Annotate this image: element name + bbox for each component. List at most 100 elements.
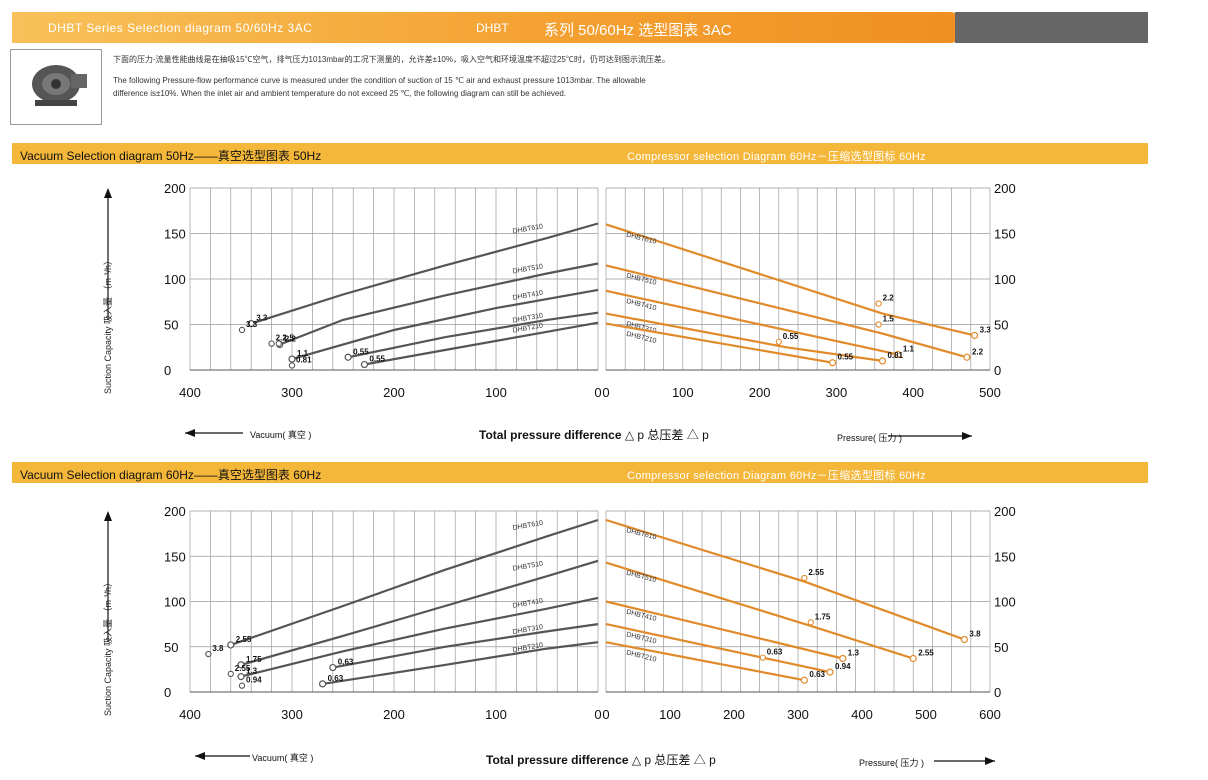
annotation-point bbox=[875, 300, 882, 307]
intro-en-1: The following Pressure-flow performance … bbox=[113, 76, 646, 85]
x-caption-60-en: Total pressure difference bbox=[486, 753, 629, 767]
y-tick-label: 0 bbox=[164, 363, 171, 378]
annotation-point bbox=[238, 326, 246, 334]
intro-cn: 下面的压力-流量性能曲线是在抽吸15℃空气，排气压力1013mbar的工况下测量… bbox=[113, 55, 670, 64]
vacuum-label-50: Vacuum( 真空 ) bbox=[250, 430, 312, 440]
annotation-label: 2.2 bbox=[883, 294, 895, 303]
y-tick-label: 150 bbox=[164, 549, 186, 564]
series-line-DHBT310 bbox=[347, 311, 599, 359]
series-point bbox=[237, 661, 245, 669]
series-end-label: 2.2 bbox=[285, 335, 297, 344]
x-tick-label: 500 bbox=[979, 385, 1001, 400]
series-line-DHBT310 bbox=[605, 623, 831, 674]
pressure-label-50: Pressure( 压力 ) bbox=[837, 433, 903, 443]
series-point bbox=[344, 353, 352, 361]
series-line-DHBT610 bbox=[230, 518, 599, 646]
annotation-label: 2.2 bbox=[276, 334, 288, 343]
series-name-label: DHBT510 bbox=[512, 263, 544, 275]
section-60hz-title: Vacuum Selection diagram 60Hz——真空选型图表 60… bbox=[20, 468, 322, 482]
annotation-label: 0.81 bbox=[296, 355, 312, 364]
section-50hz-compressor-title: Compressor selection Diagram 60Hz－压缩选型图标… bbox=[627, 151, 926, 163]
x-tick-label: 200 bbox=[749, 385, 771, 400]
x-tick-label: 0 bbox=[594, 707, 601, 722]
series-name-label: DHBT510 bbox=[626, 570, 658, 584]
series-end-label: 0.81 bbox=[887, 351, 903, 360]
x-tick-label: 0 bbox=[594, 385, 601, 400]
x-tick-label: 300 bbox=[826, 385, 848, 400]
pressure-arrow-60-head bbox=[985, 757, 995, 765]
series-line-DHBT510 bbox=[240, 559, 599, 666]
x-tick-label: 300 bbox=[281, 707, 303, 722]
x-tick-label: 500 bbox=[915, 707, 937, 722]
y-tick-label: 50 bbox=[994, 640, 1008, 655]
annotation-point bbox=[205, 650, 212, 658]
series-point bbox=[800, 676, 809, 684]
series-line-DHBT310 bbox=[332, 623, 599, 669]
blower-image bbox=[32, 65, 87, 106]
series-point bbox=[909, 654, 917, 663]
series-end-label: 0.55 bbox=[838, 353, 854, 362]
series-line-DHBT210 bbox=[364, 321, 599, 366]
series-line-DHBT310 bbox=[605, 312, 883, 362]
x-tick-label: 400 bbox=[851, 707, 873, 722]
pressure-label-60: Pressure( 压力 ) bbox=[859, 758, 925, 768]
y-tick-label: 0 bbox=[994, 685, 1001, 700]
annotation-label: 1.5 bbox=[283, 334, 295, 343]
series-line-DHBT610 bbox=[250, 222, 599, 325]
series-line-DHBT210 bbox=[605, 322, 833, 364]
series-end-label: 3.3 bbox=[980, 325, 992, 334]
x-tick-label: 300 bbox=[787, 707, 809, 722]
series-point bbox=[960, 635, 969, 644]
y-tick-label: 100 bbox=[994, 272, 1016, 287]
header-title-cn: 系列 50/60Hz 选型图表 3AC bbox=[544, 22, 732, 39]
vacuum-arrow-50-head bbox=[185, 429, 195, 437]
vacuum-label-60: Vacuum( 真空 ) bbox=[252, 753, 314, 763]
y-tick-label: 150 bbox=[994, 549, 1016, 564]
series-point bbox=[839, 654, 847, 663]
series-point bbox=[247, 319, 255, 328]
y-axis-label: Suction Capacity 吸入量 （m ³/h） bbox=[103, 578, 113, 716]
series-line-DHBT510 bbox=[605, 561, 914, 660]
pressure-arrow-50-head bbox=[962, 432, 972, 440]
x-tick-label: 0 bbox=[602, 385, 609, 400]
y-axis-arrowhead bbox=[104, 188, 112, 198]
x-tick-label: 400 bbox=[179, 385, 201, 400]
intro-en-2: difference is±10%. When the inlet air an… bbox=[113, 89, 567, 98]
annotation-point bbox=[268, 340, 275, 347]
x-caption-50: Total pressure difference △ p 总压差 △ p bbox=[479, 426, 709, 443]
series-point bbox=[288, 355, 296, 363]
annotation-label: 0.94 bbox=[246, 676, 262, 685]
series-end-label: 2.2 bbox=[972, 347, 984, 356]
series-end-label: 1.3 bbox=[848, 649, 860, 658]
section-60hz-bar: Vacuum Selection diagram 60Hz——真空选型图表 60… bbox=[12, 462, 1148, 483]
series-end-label: 0.55 bbox=[353, 347, 369, 356]
y-axis-arrowhead bbox=[104, 511, 112, 521]
series-line-DHBT510 bbox=[605, 264, 968, 359]
y-tick-label: 200 bbox=[994, 181, 1016, 196]
y-axis-label: Suction Capacity 吸入量 （m ³/h） bbox=[103, 256, 113, 394]
series-line-DHBT410 bbox=[605, 289, 899, 356]
x-caption-60: Total pressure difference △ p 总压差 △ p bbox=[486, 751, 716, 768]
section-50hz-bar: Vacuum Selection diagram 50Hz——真空选型图表 50… bbox=[12, 143, 1148, 164]
y-tick-label: 200 bbox=[164, 181, 186, 196]
section-50hz-title: Vacuum Selection diagram 50Hz——真空选型图表 50… bbox=[20, 149, 322, 163]
header-title-en: DHBT Series Selection diagram 50/60Hz 3A… bbox=[48, 21, 313, 35]
x-caption-60-cn: △ p 总压差 △ p bbox=[631, 753, 716, 767]
y-tick-label: 50 bbox=[164, 640, 178, 655]
annotation-label: 2.55 bbox=[235, 664, 251, 673]
y-tick-label: 100 bbox=[164, 595, 186, 610]
y-tick-label: 0 bbox=[164, 685, 171, 700]
series-end-label: 3.3 bbox=[256, 314, 268, 323]
header-bar bbox=[12, 12, 965, 43]
series-line-DHBT210 bbox=[322, 641, 599, 685]
series-end-label: 1.75 bbox=[246, 655, 262, 664]
annotation-point bbox=[238, 682, 246, 689]
series-point bbox=[227, 641, 235, 649]
series-end-label: 1.1 bbox=[297, 349, 309, 358]
series-name-label: DHBT610 bbox=[626, 527, 658, 541]
series-point bbox=[360, 360, 369, 369]
annotation-point bbox=[275, 340, 282, 347]
x-tick-label: 200 bbox=[383, 707, 405, 722]
header-bar-dark bbox=[955, 12, 1148, 43]
series-point bbox=[237, 673, 245, 681]
